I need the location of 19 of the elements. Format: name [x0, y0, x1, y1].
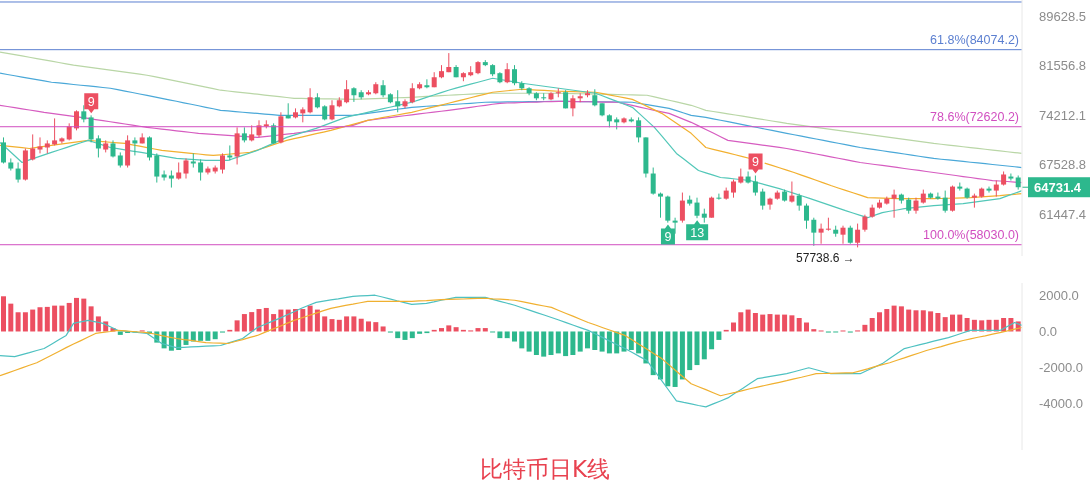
y-tick-label: 81556.8 — [1039, 58, 1086, 74]
ref-line-label: 100.0%(58030.0) — [923, 227, 1019, 242]
y-tick-label: 2000.0 — [1039, 288, 1079, 304]
ref-line-label: 78.6%(72620.2) — [930, 109, 1019, 124]
y-tick-label: 61447.4 — [1039, 207, 1086, 223]
text: 比特币日K线 — [478, 455, 612, 484]
annotation: 9 — [87, 94, 95, 109]
y-tick-label: 74212.1 — [1039, 107, 1086, 123]
y-tick-label: -4000.0 — [1039, 395, 1084, 411]
annotation: 13 — [690, 225, 705, 240]
ref-line-label: 61.8%(84074.2) — [930, 32, 1019, 47]
annotation: 9 — [664, 230, 672, 245]
y-tick-label: 67528.8 — [1039, 157, 1086, 173]
y-tick-label: -2000.0 — [1039, 359, 1084, 375]
text: 64731.4 — [1034, 180, 1082, 196]
y-tick-label: 89628.5 — [1039, 8, 1086, 24]
annotation: 57738.6 → — [796, 251, 855, 266]
annotation: 9 — [752, 155, 760, 170]
y-tick-label: 0.0 — [1039, 323, 1058, 339]
